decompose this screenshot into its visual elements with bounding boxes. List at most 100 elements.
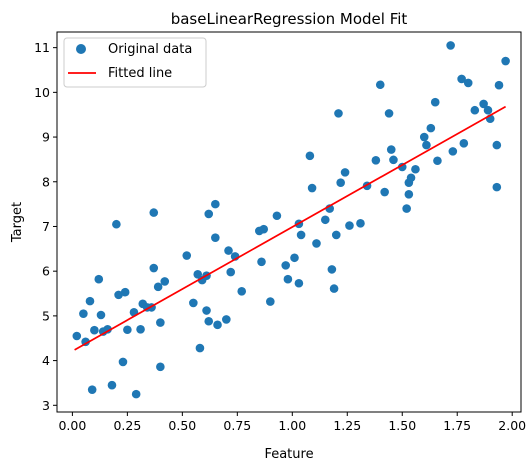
legend: Original data Fitted line (63, 37, 207, 88)
legend-label-fitted-line: Fitted line (108, 66, 172, 81)
data-point (433, 156, 442, 166)
data-point (492, 140, 502, 150)
data-point (153, 282, 163, 292)
data-point (483, 105, 493, 115)
data-point (136, 324, 145, 334)
fitted-line-layer (74, 105, 507, 351)
data-point (406, 173, 416, 183)
data-point (120, 287, 130, 297)
x-tick-label: 0.00 (58, 418, 86, 433)
data-point (371, 156, 381, 165)
data-point (114, 290, 123, 300)
data-point (211, 233, 220, 242)
x-tick-label: 1.50 (388, 418, 416, 433)
data-point (386, 145, 396, 154)
x-tick-label: 1.25 (333, 418, 361, 433)
data-point (470, 105, 480, 115)
data-point (156, 362, 165, 372)
data-point (160, 277, 170, 286)
y-tick-label: 3 (42, 398, 50, 413)
x-axis-label: Feature (264, 447, 313, 462)
data-point (283, 274, 293, 284)
y-tick-label: 9 (42, 130, 50, 145)
y-tick-label: 7 (42, 219, 50, 234)
data-point (380, 187, 389, 197)
data-point (107, 380, 117, 390)
data-point (202, 306, 211, 315)
data-point (149, 263, 159, 273)
data-point (459, 139, 469, 148)
data-point (237, 286, 247, 296)
legend-label-original-data: Original data (108, 42, 192, 57)
x-tick-label: 1.75 (443, 418, 471, 433)
data-point (182, 251, 192, 260)
data-point (281, 261, 291, 270)
x-tick-label: 1.00 (278, 418, 306, 433)
data-point (448, 147, 458, 156)
legend-marker-original-data (76, 44, 86, 54)
data-point (336, 178, 345, 187)
data-point (356, 219, 365, 228)
data-point (411, 164, 420, 174)
data-point (430, 97, 440, 107)
scatter-points (72, 41, 510, 399)
data-point (222, 315, 231, 324)
data-point (384, 109, 394, 118)
data-point (446, 41, 455, 50)
data-point (457, 74, 466, 84)
data-point (331, 230, 341, 240)
data-point (87, 385, 97, 394)
data-point (259, 224, 269, 234)
data-point (419, 132, 429, 142)
data-point (226, 267, 236, 277)
plot-frame (57, 32, 521, 412)
y-axis: 3 4 5 6 7 8 9 10 11 (34, 40, 57, 413)
data-point (296, 230, 306, 240)
data-point (266, 297, 275, 306)
data-point (345, 221, 354, 230)
data-point (340, 168, 350, 177)
data-point (131, 389, 141, 399)
data-point (494, 80, 504, 90)
data-point (72, 331, 82, 341)
data-point (204, 209, 214, 219)
y-tick-label: 4 (42, 353, 50, 368)
y-axis-label: Target (10, 202, 25, 243)
data-point (329, 284, 339, 293)
data-point (402, 204, 411, 213)
data-point (327, 265, 337, 274)
y-tick-label: 5 (42, 308, 50, 323)
data-point (149, 208, 159, 217)
y-tick-label: 10 (34, 85, 50, 100)
data-point (90, 325, 99, 335)
data-point (492, 182, 502, 192)
fitted-line (74, 105, 507, 351)
data-point (375, 80, 385, 90)
data-point (79, 309, 88, 318)
x-tick-label: 0.75 (223, 418, 251, 433)
data-point (94, 274, 104, 284)
chart-title: baseLinearRegression Model Fit (171, 10, 408, 28)
data-point (195, 343, 205, 353)
data-point (112, 219, 121, 229)
x-axis: 0.00 0.25 0.50 0.75 1.00 1.25 1.50 1.75 2.00 (58, 412, 526, 433)
x-tick-label: 0.50 (168, 418, 196, 433)
data-point (290, 253, 299, 263)
y-tick-label: 8 (42, 174, 50, 189)
data-point (96, 310, 106, 320)
data-point (501, 56, 510, 66)
data-point (389, 155, 398, 165)
data-point (257, 257, 266, 267)
x-tick-label: 0.25 (113, 418, 141, 433)
data-point (397, 162, 407, 172)
y-tick-label: 11 (34, 40, 50, 55)
data-point (294, 278, 304, 288)
data-point (213, 320, 222, 330)
data-point (463, 78, 473, 88)
plot-border (56, 31, 522, 413)
x-tick-label: 2.00 (498, 418, 526, 433)
data-point (404, 189, 414, 199)
data-point (103, 324, 112, 334)
data-point (320, 215, 330, 225)
